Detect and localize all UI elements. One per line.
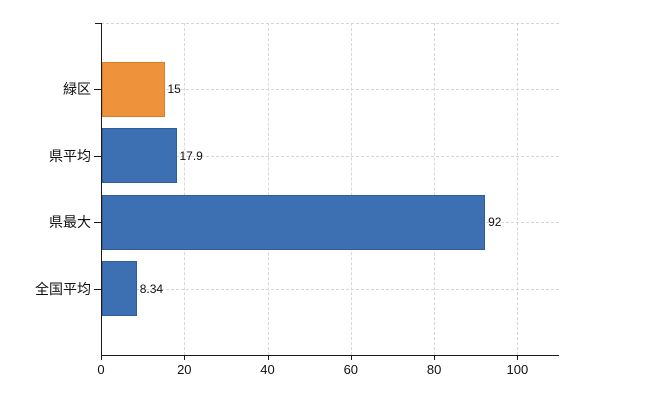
x-axis-tick-label: 100 (506, 362, 529, 377)
category-label: 県平均 (49, 147, 91, 164)
category-gridline (101, 155, 559, 157)
x-axis-tick (350, 355, 352, 360)
x-axis-tick (184, 355, 186, 360)
x-axis-tick-label: 0 (97, 362, 105, 377)
y-axis-tick (94, 222, 101, 224)
x-axis (101, 355, 559, 356)
category-gridline (101, 89, 559, 91)
x-axis-tick-label: 20 (177, 362, 192, 377)
data-bar-1 (102, 61, 165, 117)
data-bar-4 (102, 261, 137, 317)
category-label: 全国平均 (35, 280, 91, 297)
x-axis-tick-label: 60 (343, 362, 359, 377)
vertical-gridline (517, 23, 519, 355)
y-axis-tick (95, 23, 101, 24)
category-label: 県最大 (49, 214, 91, 231)
x-axis-tick-label: 40 (260, 362, 275, 377)
y-axis-tick (94, 288, 101, 290)
x-axis-tick-label: 80 (426, 362, 442, 377)
x-axis-tick (267, 355, 269, 360)
vertical-gridline (184, 23, 186, 355)
x-axis-tick (517, 355, 519, 360)
top-gridline (101, 23, 559, 24)
bar-value-label: 15 (167, 82, 181, 97)
y-axis-tick (94, 89, 101, 91)
category-gridline (101, 288, 559, 290)
y-axis-tick (94, 155, 101, 157)
data-bar-3 (102, 194, 486, 250)
bar-value-label: 92 (488, 215, 502, 230)
x-axis-tick (101, 355, 102, 360)
bar-value-label: 17.9 (179, 148, 203, 163)
data-bar-2 (102, 128, 177, 184)
vertical-gridline (434, 23, 436, 355)
vertical-gridline (350, 23, 352, 355)
category-label: 緑区 (63, 81, 91, 98)
vertical-gridline (267, 23, 269, 355)
x-axis-tick (434, 355, 436, 360)
y-axis (101, 23, 102, 356)
bar-value-label: 8.34 (139, 281, 164, 296)
